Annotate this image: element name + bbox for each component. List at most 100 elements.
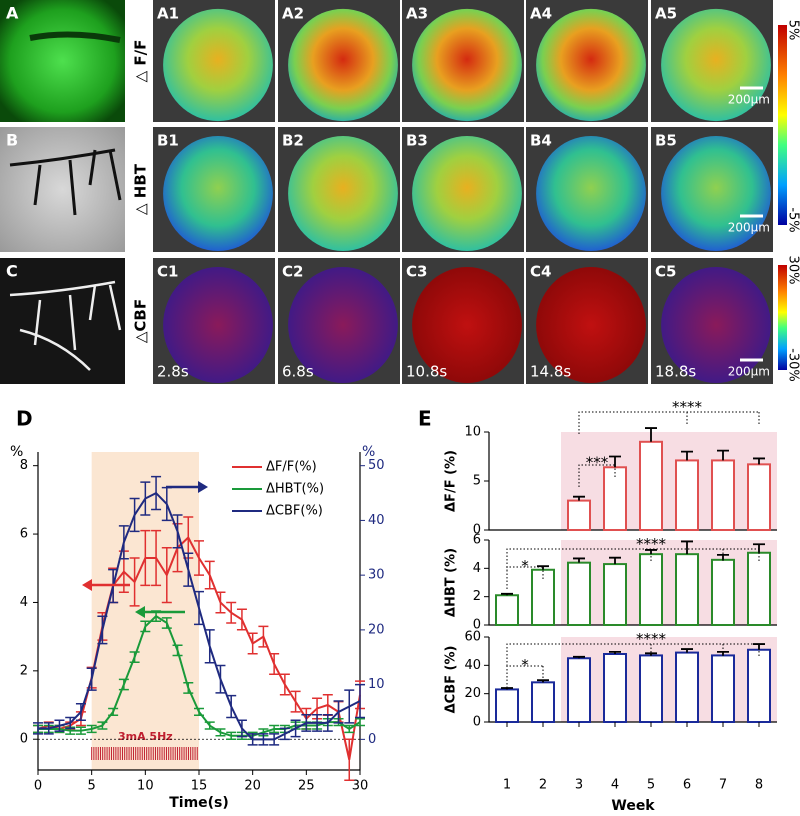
image-gray [0, 127, 125, 252]
panel-letter: D [16, 407, 33, 431]
y-tick-label: 4 [473, 561, 481, 576]
significance-bracket [506, 548, 760, 571]
y-label: ΔHBT (%) [444, 548, 459, 617]
x-tick-label: 3 [575, 778, 583, 793]
bar [711, 459, 735, 532]
activation-map [536, 8, 646, 122]
activation-map [661, 8, 771, 122]
panel-label: B3 [406, 132, 428, 150]
error-bar [573, 495, 585, 501]
panel-label: B1 [157, 132, 179, 150]
axis-arrow-head [198, 481, 208, 493]
activation-map [288, 136, 398, 251]
highlight-region [561, 540, 777, 625]
y-tick-label: 5 [473, 474, 481, 489]
activation-map [163, 8, 273, 122]
panel-label: A2 [282, 5, 304, 23]
legend-label: ΔF/F(%) [266, 460, 317, 475]
colorbar-max: 30% [786, 256, 800, 285]
y2-tick-label: 20 [368, 622, 385, 637]
significance-bracket [578, 411, 760, 434]
y-tick-label: 0 [473, 618, 481, 633]
error-bar [753, 457, 765, 465]
x-tick-label: 5 [88, 779, 96, 794]
panel-label: B4 [530, 132, 552, 150]
y2-tick-label: 10 [368, 677, 385, 692]
bar [567, 499, 591, 532]
x-tick-label: 20 [244, 779, 261, 794]
panel-label: A4 [530, 5, 552, 23]
legend-label: ΔCBF(%) [266, 504, 323, 519]
y2-tick-label: 50 [368, 458, 385, 473]
bar [603, 563, 627, 626]
significance-label: *** [586, 454, 609, 472]
bar [495, 688, 519, 724]
x-tick-label: 25 [298, 779, 315, 794]
y-tick-label: 2 [473, 589, 481, 604]
error-bar [681, 540, 693, 555]
legend-label: ΔHBT(%) [266, 482, 324, 497]
activation-map [412, 267, 522, 383]
significance-label: **** [636, 630, 667, 648]
colorbar-max: 5% [786, 20, 800, 41]
significance-bracket [578, 464, 616, 487]
activation-map [163, 267, 273, 383]
significance-label: * [521, 656, 529, 674]
activation-map [661, 136, 771, 251]
axis-arrow-head [135, 606, 145, 618]
activation-map [412, 8, 522, 122]
image-green [0, 0, 125, 122]
y-tick-label: 6 [473, 533, 481, 548]
y2-label: % [362, 444, 375, 460]
x-tick-label: 8 [755, 778, 763, 793]
bar [567, 561, 591, 627]
chart-d: D 3mA 5Hz 0 5 10 15 20 25 30 0 2 4 6 8 0 10 20 30 40 50% % Ti… [10, 407, 385, 812]
x-label: Time(s) [169, 795, 229, 811]
colorbar [778, 265, 787, 370]
panel-label: C1 [157, 263, 178, 281]
x-label: Week [611, 798, 655, 814]
panel-label: B2 [282, 132, 304, 150]
panel-label: C2 [282, 263, 303, 281]
activation-map [536, 267, 646, 383]
time-label: 14.8s [530, 363, 571, 381]
vessels [9, 148, 122, 216]
image-grid: A B C A1 A2 A3 A4 A5 B1 B2 B3 B4 B5 C1 C2 C3 C4 C5 △ F/F △ … [6, 0, 800, 384]
panel-letter: C [6, 262, 18, 281]
panel-letter: E [418, 407, 432, 431]
error-bar [681, 450, 693, 461]
row-label: △CBF [132, 299, 150, 343]
error-bar [681, 648, 693, 653]
colorbar-min: -30% [786, 348, 800, 382]
bar [639, 440, 663, 531]
panel-label: C5 [655, 263, 676, 281]
y-tick-label: 8 [20, 458, 28, 473]
bar [531, 681, 555, 723]
y-tick-label: 40 [464, 658, 481, 673]
y-label: ΔF/F (%) [444, 450, 459, 512]
highlight-region [561, 432, 777, 530]
bar [639, 654, 663, 724]
bar [711, 654, 735, 724]
y-tick-label: 4 [20, 595, 28, 610]
activation-map [412, 136, 522, 251]
y-tick-label: 60 [464, 630, 481, 645]
error-bar [609, 556, 621, 565]
activation-map [536, 136, 646, 251]
significance-bracket [506, 643, 760, 666]
colorbar-min: -5% [786, 207, 800, 232]
highlight-region [561, 637, 777, 722]
significance-label: * [521, 557, 529, 575]
axis-arrow-head [82, 579, 92, 591]
significance-label: **** [636, 535, 667, 553]
y-tick-label: 10 [464, 425, 481, 440]
error-bar [501, 592, 513, 596]
bar [639, 553, 663, 627]
error-bar [573, 557, 585, 563]
y-tick-label: 0 [20, 732, 28, 747]
scale-bar-label: 200μm [728, 365, 770, 379]
x-tick-label: 10 [137, 779, 154, 794]
x-tick-label: 5 [647, 778, 655, 793]
